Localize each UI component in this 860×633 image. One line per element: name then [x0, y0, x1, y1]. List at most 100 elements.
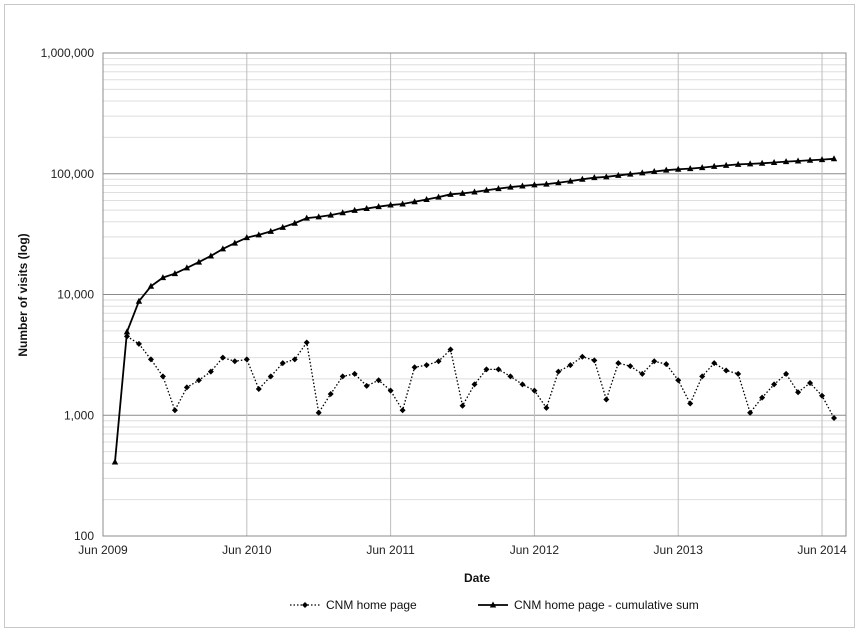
- x-tick-label: Jun 2009: [78, 543, 128, 557]
- diamond-point: [255, 385, 262, 392]
- diamond-point: [351, 370, 358, 377]
- y-tick-label: 100: [74, 529, 94, 543]
- diamond-point: [159, 373, 166, 380]
- diamond-point: [663, 361, 670, 368]
- triangle-point: [387, 201, 394, 208]
- triangle-point: [255, 231, 262, 238]
- triangle-point: [663, 166, 670, 173]
- triangle-point: [675, 165, 682, 172]
- diamond-point: [699, 373, 706, 380]
- triangle-point: [734, 160, 742, 167]
- diamond-point: [795, 389, 802, 396]
- series-line: [114, 157, 835, 463]
- triangle-point: [794, 157, 802, 164]
- diamond-point: [243, 356, 250, 363]
- diamond-point: [363, 382, 370, 389]
- diamond-point: [279, 360, 286, 367]
- triangle-point: [159, 274, 167, 281]
- diamond-point: [387, 387, 394, 394]
- plot-area-border: [102, 52, 847, 537]
- diamond-point: [435, 358, 442, 365]
- legend-label-cumulative: CNM home page - cumulative sum: [514, 598, 699, 612]
- x-axis-tick-labels: Jun 2009 Jun 2010 Jun 2011 Jun 2012 Jun 2013…: [78, 543, 847, 557]
- diamond-point: [687, 400, 694, 407]
- diamond-point: [531, 387, 538, 394]
- x-tick-label: Jun 2011: [366, 543, 415, 557]
- y-axis-title: Number of visits (log): [16, 233, 30, 356]
- x-tick-label: Jun 2014: [797, 543, 847, 557]
- triangle-point: [507, 183, 514, 190]
- diamond-point: [231, 358, 238, 365]
- diamond-point: [591, 357, 598, 364]
- diamond-point: [747, 409, 754, 416]
- triangle-point: [531, 181, 538, 188]
- triangle-point: [111, 458, 119, 465]
- triangle-point: [603, 173, 610, 180]
- triangle-point: [243, 234, 251, 241]
- diamond-point: [447, 346, 454, 353]
- triangle-point: [123, 328, 131, 335]
- triangle-point: [231, 239, 239, 246]
- triangle-point: [806, 156, 814, 163]
- diamond-point: [735, 370, 742, 377]
- legend: CNM home page CNM home page - cumulative …: [290, 598, 699, 612]
- triangle-point: [339, 209, 346, 216]
- y-tick-label: 1,000: [64, 408, 94, 422]
- x-tick-label: Jun 2012: [510, 543, 560, 557]
- triangle-point: [207, 252, 215, 259]
- triangle-point: [627, 170, 634, 177]
- diamond-point: [675, 377, 682, 384]
- triangle-point: [818, 156, 826, 163]
- diamond-point: [147, 356, 154, 363]
- triangle-point: [351, 206, 358, 213]
- y-tick-label: 10,000: [57, 288, 94, 302]
- triangle-point: [567, 177, 574, 184]
- diamond-point: [831, 414, 838, 421]
- diamond-point: [759, 394, 766, 401]
- triangle-point: [171, 270, 179, 277]
- diamond-point: [507, 373, 514, 380]
- y-tick-label: 1,000,000: [41, 46, 95, 60]
- triangle-point: [770, 159, 778, 166]
- diamond-point: [183, 384, 190, 391]
- triangle-point: [579, 175, 586, 182]
- diamond-point: [411, 364, 418, 371]
- triangle-point: [615, 171, 622, 178]
- x-tick-label: Jun 2010: [222, 543, 272, 557]
- triangle-point: [447, 190, 454, 197]
- triangle-point: [327, 211, 334, 218]
- triangle-point: [687, 165, 694, 172]
- y-axis-tick-labels: 100 1,000 10,000 100,000 1,000,000: [41, 46, 95, 543]
- diamond-point: [303, 339, 310, 346]
- legend-diamond-marker: [302, 602, 308, 608]
- diamond-point: [651, 358, 658, 365]
- triangle-point: [782, 158, 790, 165]
- y-tick-label: 100,000: [51, 167, 95, 181]
- triangle-point: [722, 161, 730, 168]
- triangle-point: [147, 282, 155, 289]
- diamond-point: [723, 367, 730, 374]
- diamond-point: [567, 362, 574, 369]
- x-axis-title: Date: [464, 571, 490, 585]
- triangle-point: [135, 297, 143, 304]
- diamond-point: [543, 404, 550, 411]
- series-layer: [111, 155, 838, 465]
- triangle-point: [543, 180, 550, 187]
- chart-frame: [4, 4, 855, 628]
- x-tick-label: Jun 2013: [654, 543, 704, 557]
- diamond-point: [459, 402, 466, 409]
- triangle-point: [555, 179, 562, 186]
- diamond-point: [783, 370, 790, 377]
- legend-label-home-page: CNM home page: [326, 598, 417, 612]
- diamond-point: [519, 381, 526, 388]
- triangle-point: [830, 155, 838, 162]
- triangle-point: [639, 169, 646, 176]
- diamond-point: [471, 381, 478, 388]
- diamond-point: [711, 360, 718, 367]
- series-line: [126, 335, 835, 419]
- triangle-point: [591, 174, 598, 181]
- triangle-point: [363, 205, 370, 212]
- diamond-point: [327, 390, 334, 397]
- triangle-point: [698, 164, 706, 171]
- diamond-point: [555, 368, 562, 375]
